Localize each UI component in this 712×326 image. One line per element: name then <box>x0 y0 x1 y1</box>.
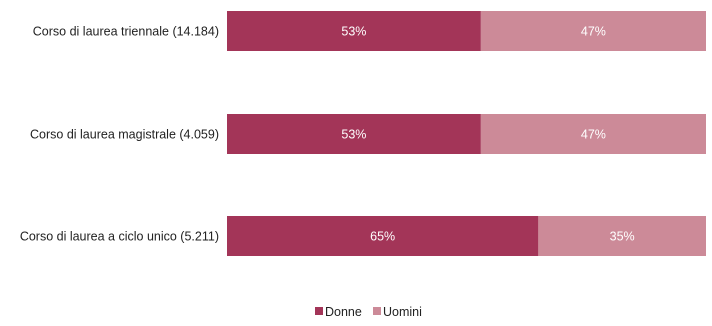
category-label: Corso di laurea triennale (14.184) <box>33 25 219 39</box>
data-label: 47% <box>581 25 606 39</box>
legend-label: Donne <box>325 305 362 319</box>
data-label: 47% <box>581 128 606 142</box>
legend-label: Uomini <box>383 305 422 319</box>
legend-swatch-uomini <box>373 307 381 315</box>
category-label: Corso di laurea magistrale (4.059) <box>30 128 219 142</box>
bars-layer: Corso di laurea triennale (14.184) 53% 47%… <box>20 11 706 256</box>
category-label: Corso di laurea a ciclo unico (5.211) <box>20 230 219 244</box>
data-label: 35% <box>610 230 635 244</box>
data-label: 65% <box>370 230 395 244</box>
legend: Donne Uomini <box>315 305 422 319</box>
data-label: 53% <box>341 128 366 142</box>
data-label: 53% <box>341 25 366 39</box>
legend-swatch-donne <box>315 307 323 315</box>
